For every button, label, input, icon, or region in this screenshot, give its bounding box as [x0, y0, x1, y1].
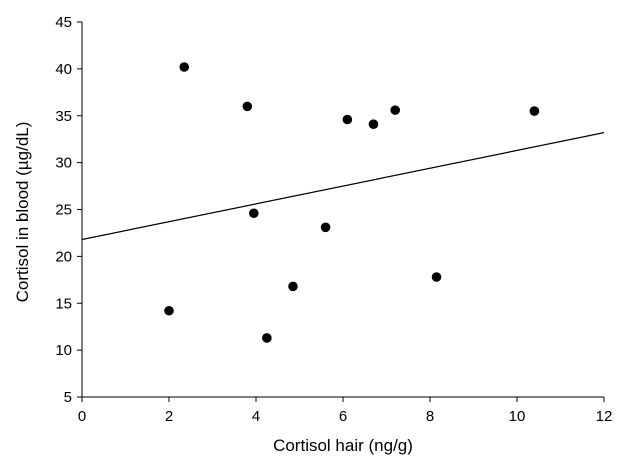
x-tick-label: 6: [339, 408, 347, 425]
data-point: [529, 106, 540, 116]
data-point: [368, 119, 379, 129]
y-tick-label: 10: [55, 342, 72, 359]
x-tick-label: 8: [426, 408, 434, 425]
x-tick-label: 2: [165, 408, 173, 425]
y-tick-label: 35: [55, 108, 72, 125]
y-axis-title: Cortisol in blood (µg/dL): [13, 122, 32, 303]
y-tick-label: 15: [55, 295, 72, 312]
trend-line: [81, 132, 605, 241]
plot-area: 0 2 4 6 8 10 12 5 10 15 20 25 30 35 40 45: [55, 14, 612, 425]
data-point: [179, 62, 190, 72]
data-point: [390, 105, 401, 115]
data-point: [262, 333, 272, 343]
data-point: [288, 281, 298, 292]
data-point: [342, 114, 353, 125]
data-point: [431, 272, 442, 282]
y-tick-label: 5: [64, 389, 72, 406]
data-point: [320, 222, 331, 233]
x-tick-label: 10: [509, 408, 526, 425]
data-point: [249, 208, 259, 219]
data-point: [242, 101, 253, 112]
y-tick-label: 25: [55, 202, 72, 219]
x-tick-label: 0: [78, 408, 86, 425]
y-tick-label: 20: [55, 248, 72, 265]
x-tick-label: 12: [596, 408, 613, 425]
data-point: [164, 305, 174, 316]
y-tick-label: 30: [55, 155, 72, 172]
x-axis-title: Cortisol hair (ng/g): [273, 436, 413, 455]
y-tick-label: 45: [55, 14, 72, 31]
y-tick-label: 40: [55, 61, 72, 78]
x-tick-label: 4: [252, 408, 260, 425]
